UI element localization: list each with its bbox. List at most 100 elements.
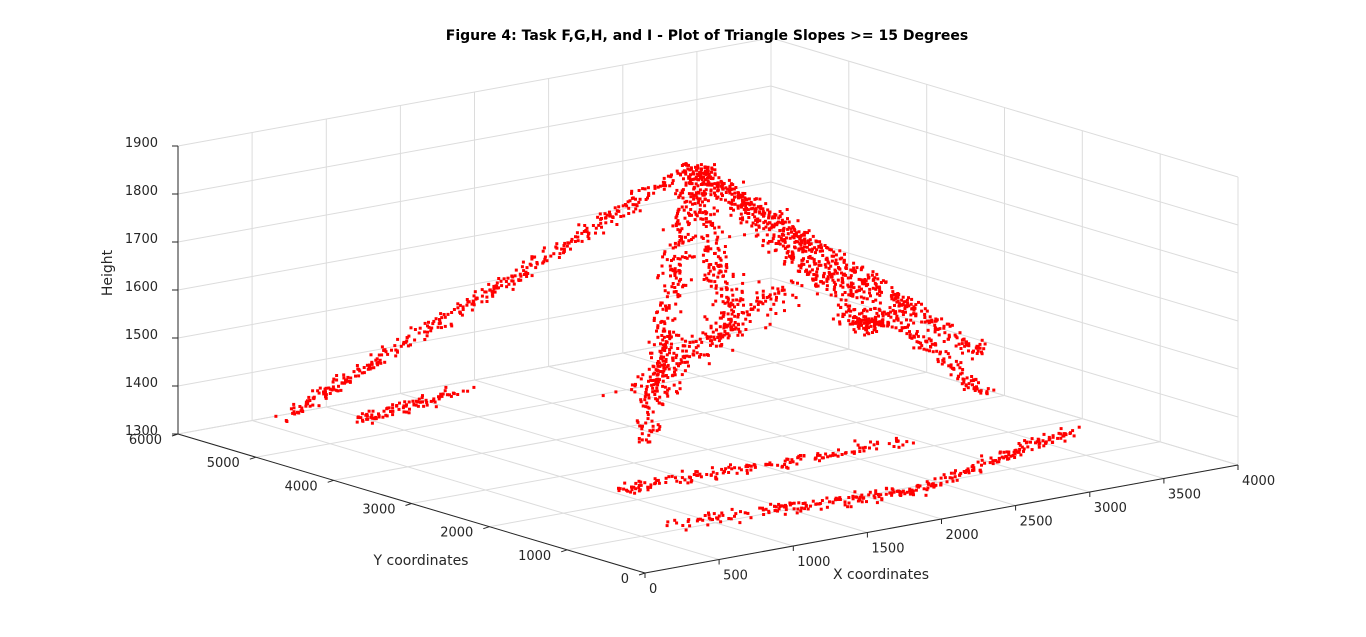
data-point <box>967 471 971 475</box>
data-point <box>766 222 770 226</box>
data-point <box>646 413 650 417</box>
data-point <box>884 312 888 316</box>
data-point <box>697 198 701 202</box>
data-point <box>712 273 716 277</box>
data-point <box>821 249 824 253</box>
data-point <box>359 416 363 420</box>
data-point <box>563 241 567 245</box>
data-point <box>637 189 641 192</box>
data-point <box>717 271 721 275</box>
data-point <box>808 264 812 268</box>
data-point <box>730 507 734 511</box>
data-point <box>791 293 795 297</box>
data-point <box>675 521 679 525</box>
data-point <box>389 410 392 413</box>
data-point <box>874 315 877 319</box>
data-point <box>668 348 672 351</box>
data-point <box>776 463 780 467</box>
data-point <box>661 271 665 275</box>
data-point <box>860 300 864 304</box>
data-point <box>895 439 899 443</box>
data-point <box>655 380 659 383</box>
data-point <box>860 280 864 284</box>
data-point <box>894 436 898 440</box>
data-point <box>640 384 643 388</box>
data-point <box>960 338 964 342</box>
data-point <box>660 363 664 367</box>
data-point <box>688 200 692 204</box>
data-point <box>849 294 853 297</box>
data-point <box>715 472 719 476</box>
data-point <box>702 353 706 357</box>
data-point <box>675 188 679 192</box>
data-point <box>647 191 651 195</box>
data-point <box>384 413 388 417</box>
data-point <box>490 293 494 297</box>
data-point <box>749 200 753 204</box>
data-point <box>887 321 891 325</box>
data-point <box>1017 450 1021 454</box>
data-point <box>724 467 728 471</box>
data-point <box>892 293 896 297</box>
data-point <box>582 230 586 233</box>
data-point <box>787 220 791 224</box>
data-point <box>704 220 708 224</box>
data-point <box>519 278 523 282</box>
data-point <box>718 256 722 260</box>
data-point <box>669 274 672 278</box>
side-wall-gridline-z <box>770 85 1239 226</box>
data-point <box>748 203 752 207</box>
data-point <box>854 495 858 499</box>
data-point <box>322 392 326 396</box>
data-point <box>768 221 772 225</box>
data-point <box>654 397 658 401</box>
data-point <box>656 185 660 189</box>
data-point <box>942 324 946 328</box>
data-point <box>769 307 773 311</box>
data-point <box>699 175 703 178</box>
data-point <box>978 342 982 346</box>
data-point <box>814 262 818 266</box>
data-point <box>739 510 742 514</box>
data-point <box>511 287 515 291</box>
data-point <box>488 288 492 292</box>
data-point <box>646 417 650 421</box>
data-point <box>745 471 749 475</box>
data-point <box>678 235 682 238</box>
data-point <box>734 512 738 516</box>
data-point <box>903 307 907 311</box>
data-point <box>703 273 707 277</box>
data-point <box>650 419 654 423</box>
data-point <box>796 281 799 285</box>
data-point <box>967 382 971 386</box>
data-point <box>354 374 357 378</box>
data-point <box>886 323 890 327</box>
data-point <box>937 333 941 337</box>
data-point <box>896 295 900 299</box>
data-point <box>617 209 621 213</box>
data-point <box>295 410 299 414</box>
data-point <box>674 356 678 360</box>
data-point <box>788 501 792 505</box>
data-point <box>761 296 765 300</box>
data-point <box>615 223 619 226</box>
data-point <box>797 230 801 234</box>
data-point <box>878 290 882 294</box>
data-point <box>653 389 657 393</box>
data-point <box>525 275 529 278</box>
data-point <box>980 454 984 458</box>
y-tick-mark <box>405 503 412 506</box>
data-point <box>382 409 386 413</box>
data-point <box>665 306 668 310</box>
data-point <box>824 452 828 456</box>
data-point <box>656 326 660 330</box>
data-point <box>641 187 645 191</box>
data-point <box>763 211 767 215</box>
data-point <box>741 201 745 205</box>
data-point <box>716 235 720 239</box>
data-point <box>575 231 579 235</box>
data-point <box>724 286 728 290</box>
data-point <box>684 251 688 254</box>
data-point <box>720 467 724 471</box>
data-point <box>869 308 873 311</box>
